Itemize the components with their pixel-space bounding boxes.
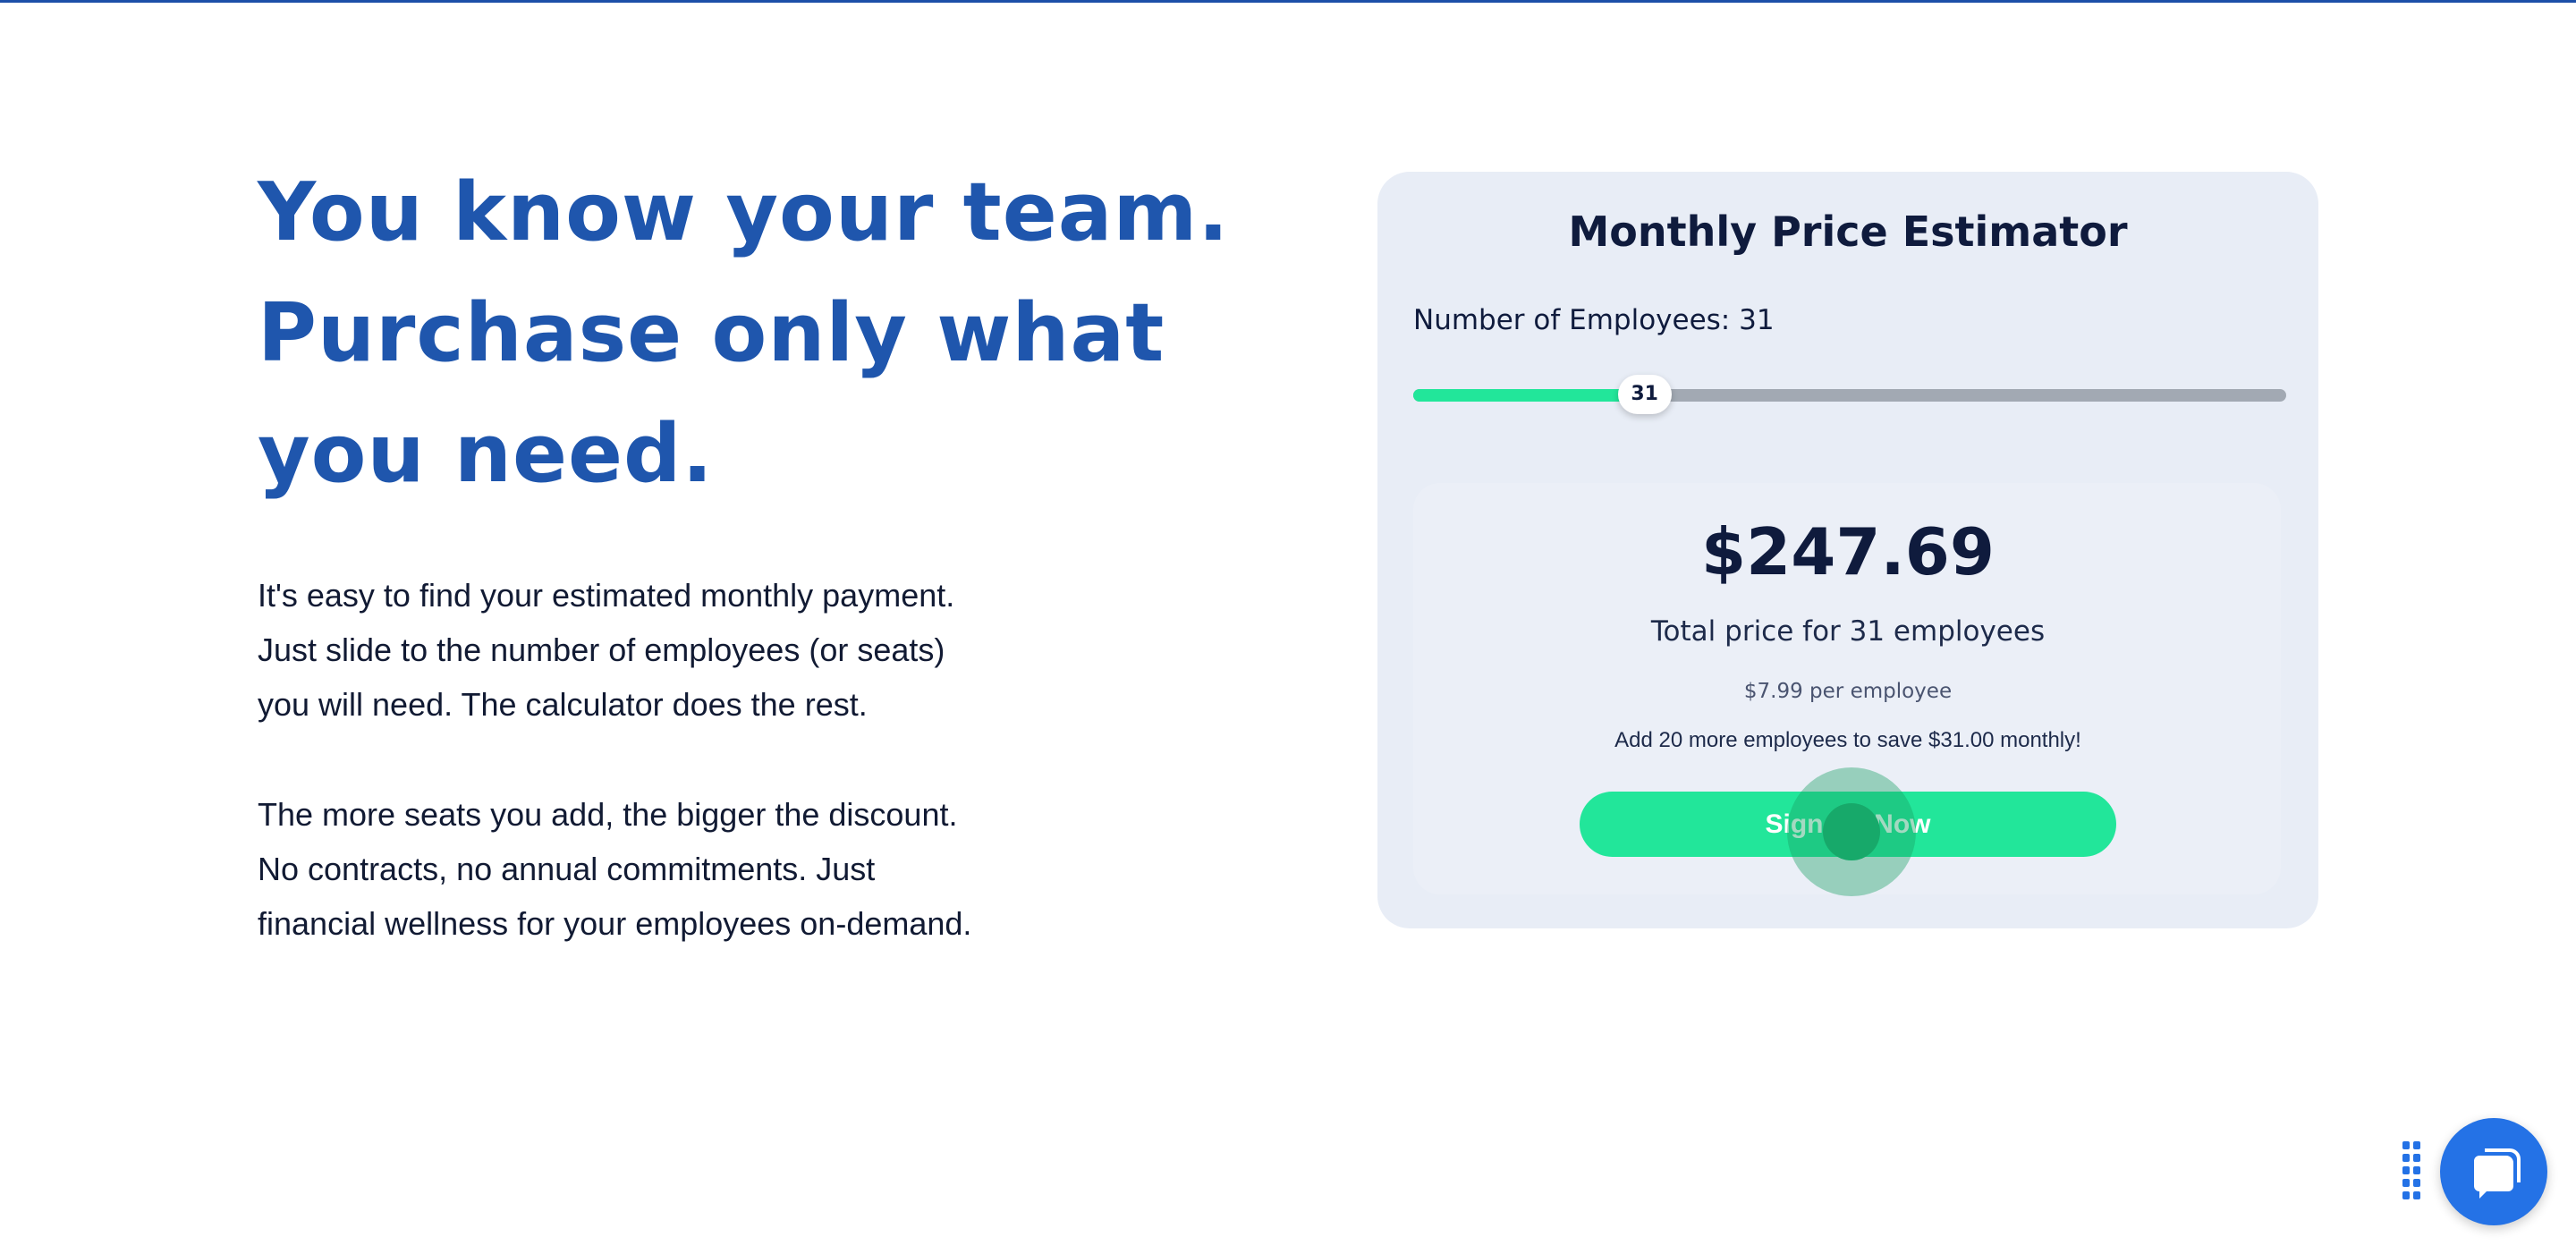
employee-count-label: Number of Employees: 31 [1413,304,1775,336]
per-employee-price: $7.99 per employee [1743,680,1953,703]
chat-button[interactable] [2440,1118,2547,1225]
chat-bubble-icon [2474,1148,2521,1199]
text-line: financial wellness for your employees on… [258,905,972,942]
estimator-title: Monthly Price Estimator [1568,208,2128,256]
hero-heading: You know your team. Purchase only what y… [258,152,1241,514]
text-line: you will need. The calculator does the r… [258,686,868,723]
employee-slider[interactable]: 31 [1413,375,2286,414]
hero-line: You know your team. [258,165,1230,259]
text-line: No contracts, no annual commitments. Jus… [258,851,876,887]
hero-line: you need. [258,407,714,501]
text-line: Just slide to the number of employees (o… [258,631,945,668]
total-price-description: Total price for 31 employees [1650,615,2046,648]
text-line: The more seats you add, the bigger the d… [258,796,958,833]
drag-handle-icon[interactable] [2402,1141,2420,1200]
total-price: $247.69 [1701,514,1995,589]
slider-thumb[interactable]: 31 [1617,375,1672,414]
hero-line: Purchase only what [258,286,1165,380]
discount-paragraph: The more seats you add, the bigger the d… [258,787,1152,951]
text-line: It's easy to find your estimated monthly… [258,577,955,614]
click-indicator-center [1823,803,1880,860]
slider-fill [1413,389,1645,402]
top-border [0,0,2576,3]
intro-paragraph: It's easy to find your estimated monthly… [258,568,1152,732]
savings-hint: Add 20 more employees to save $31.00 mon… [1614,728,2081,752]
